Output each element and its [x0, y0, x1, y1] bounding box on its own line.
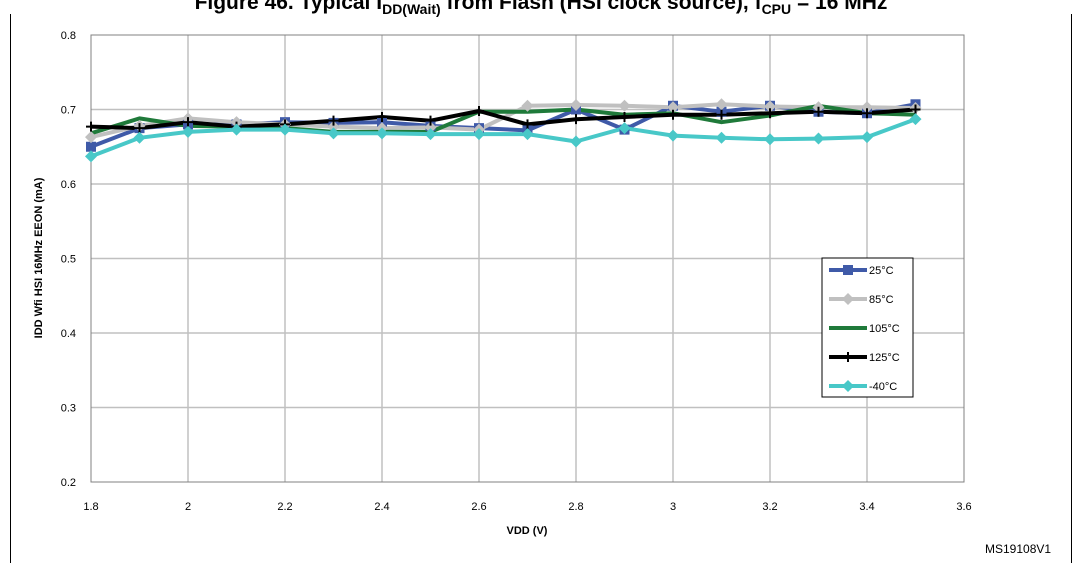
y-tick-label: 0.4 — [61, 328, 76, 340]
y-tick-label: 0.7 — [61, 105, 76, 117]
data-point — [86, 121, 96, 132]
figure-frame-right — [1071, 14, 1072, 563]
y-axis-label: IDD Wfi HSI 16MHz EEON (mA) — [33, 177, 45, 338]
y-tick-label: 0.2 — [61, 477, 76, 489]
data-point — [133, 131, 146, 144]
data-point — [909, 113, 922, 126]
data-point — [861, 131, 873, 144]
data-point — [619, 111, 630, 122]
data-point — [522, 119, 533, 130]
data-point — [521, 99, 534, 112]
data-point — [765, 108, 775, 119]
data-point — [377, 111, 387, 122]
x-tick-label: 2.4 — [374, 501, 389, 513]
data-point — [182, 125, 194, 138]
data-point — [327, 120, 340, 133]
legend-label: 105°C — [869, 323, 900, 335]
data-point — [910, 104, 921, 115]
data-point — [230, 123, 243, 136]
x-tick-label: 1.8 — [83, 501, 98, 513]
y-tick-label: 0.5 — [61, 254, 76, 266]
data-point — [327, 127, 340, 140]
data-point — [521, 128, 534, 141]
data-point — [618, 122, 631, 135]
x-tick-labels: 1.8 2 2.2 2.4 2.6 2.8 3 3.2 3.4 3.6 — [83, 501, 971, 513]
data-point — [425, 115, 436, 126]
data-point — [668, 109, 678, 120]
data-point — [764, 133, 776, 146]
figure-frame-left — [10, 14, 11, 563]
x-tick-label: 2.2 — [277, 501, 292, 513]
data-point — [667, 129, 679, 142]
data-point — [279, 123, 291, 136]
data-point — [570, 99, 582, 112]
data-point — [813, 106, 824, 117]
data-point — [570, 135, 582, 148]
data-point — [862, 108, 872, 119]
data-point — [183, 117, 193, 128]
figure-code: MS19108V1 — [985, 542, 1052, 556]
data-point — [812, 132, 825, 145]
series-markers — [85, 98, 922, 163]
data-point — [328, 115, 339, 126]
x-tick-label: 3 — [670, 501, 676, 513]
x-tick-label: 2.8 — [568, 501, 583, 513]
x-tick-label: 3.4 — [859, 501, 874, 513]
data-point — [86, 141, 96, 152]
series-lines — [90, 102, 917, 159]
data-point — [85, 150, 97, 163]
x-tick-label: 3.2 — [762, 501, 777, 513]
data-point — [715, 98, 728, 111]
data-point — [424, 121, 437, 134]
data-point — [424, 128, 437, 141]
data-point — [85, 131, 97, 144]
data-point — [764, 100, 776, 113]
data-point — [715, 131, 728, 144]
y-tick-label: 0.8 — [61, 30, 76, 42]
legend: 25°C 85°C 105°C 125°C -40°C — [821, 257, 914, 398]
data-point — [134, 123, 145, 134]
x-tick-label: 2 — [185, 501, 191, 513]
data-point — [843, 265, 853, 275]
legend-label: 25°C — [869, 265, 894, 277]
y-tick-labels: 0.2 0.3 0.4 0.5 0.6 0.7 0.8 — [61, 30, 76, 489]
data-point — [667, 101, 679, 114]
plot-area — [90, 34, 965, 483]
x-tick-label: 3.6 — [956, 501, 971, 513]
data-point — [842, 293, 854, 305]
y-tick-label: 0.6 — [61, 179, 76, 191]
legend-label: -40°C — [869, 381, 897, 393]
data-point — [861, 101, 873, 114]
series-line-3 — [90, 107, 916, 131]
data-point — [842, 380, 854, 392]
data-point — [376, 127, 388, 140]
figure-title: Figure 46. Typical IDD(Wait) from Flash … — [194, 0, 888, 18]
series-line-4 — [90, 117, 917, 159]
data-point — [716, 109, 727, 120]
legend-label: 125°C — [869, 352, 900, 364]
x-tick-label: 2.6 — [471, 501, 486, 513]
legend-label: 85°C — [869, 294, 894, 306]
data-point — [571, 114, 581, 125]
data-point — [843, 352, 853, 362]
y-tick-label: 0.3 — [61, 403, 76, 415]
x-axis-label: VDD (V) — [507, 525, 548, 537]
data-point — [474, 105, 484, 116]
data-point — [618, 99, 631, 112]
data-point — [473, 128, 485, 141]
